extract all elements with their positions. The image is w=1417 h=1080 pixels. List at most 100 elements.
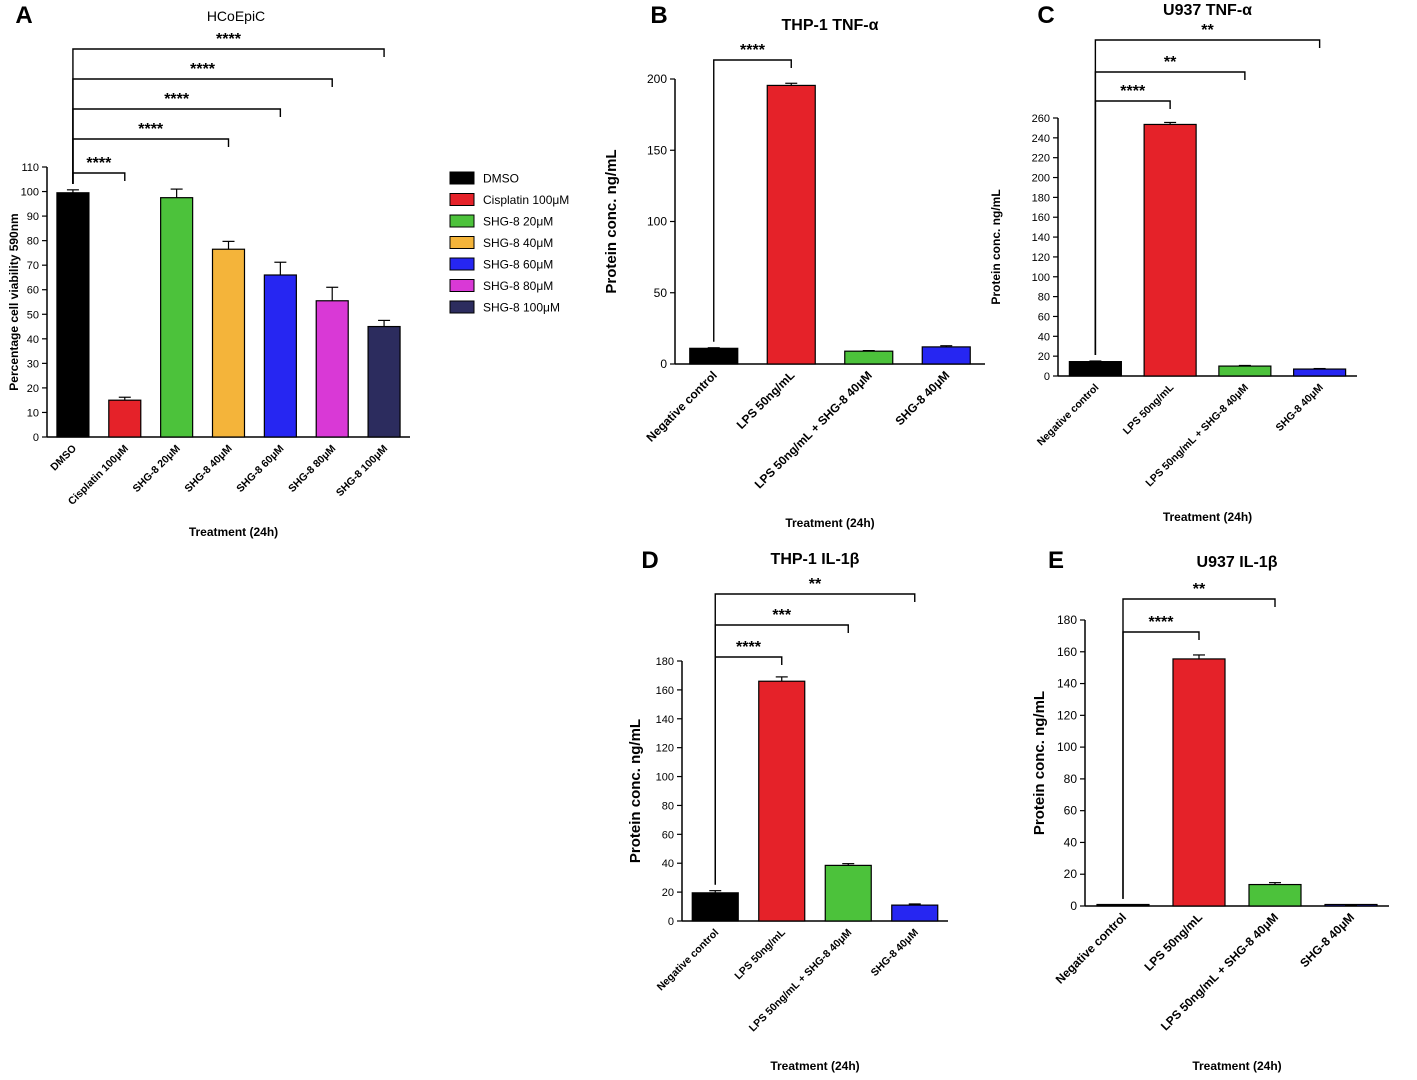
panel-a: A HCoEpiC 0 10 20 30 40 50 60 70 80 90 100 110 Percent… [7,2,569,539]
x-tick-label: LPS 50ng/mL [1121,381,1177,437]
y-tick-label: 0 [1044,371,1050,383]
panel-label: A [15,2,32,29]
y-tick-label: 260 [1032,113,1050,125]
bar [844,350,894,365]
significance-label: ** [809,576,822,593]
chart-title: THP-1 IL-1β [771,551,860,568]
y-tick-label: 0 [1070,899,1077,913]
bar [1143,123,1197,377]
bar [211,248,246,438]
x-tick-label: LPS 50ng/mL [732,926,788,982]
x-axis-label: Treatment (24h) [189,525,278,539]
significance-label: **** [86,155,112,172]
significance-label: **** [216,31,242,48]
significance-label: **** [1120,83,1146,100]
legend-label: SHG-8 100μM [483,301,560,315]
x-tick-label: Negative control [1053,910,1129,986]
y-tick-label: 180 [1057,613,1077,627]
x-axis-label: Treatment (24h) [785,516,874,530]
bar [691,892,739,922]
y-tick-label: 200 [647,72,667,86]
y-axis-label: Protein conc. ng/mL [627,719,644,863]
significance-label: **** [736,639,762,656]
y-tick-label: 20 [1038,351,1050,363]
legend-swatch [449,257,475,271]
panel-label: E [1048,547,1064,574]
y-tick-label: 60 [1064,804,1078,818]
panel-label: B [650,2,667,29]
x-tick-label: SHG-8 40μM [1274,381,1326,433]
y-tick-label: 100 [1032,272,1050,284]
y-axis-label: Percentage cell viability 590nm [7,213,21,390]
y-tick-label: 120 [1032,252,1050,264]
legend-label: DMSO [483,172,519,186]
chart-title: U937 IL-1β [1197,554,1278,571]
x-axis-label: Treatment (24h) [1192,1059,1281,1073]
y-tick-label: 50 [654,286,668,300]
y-axis-label: Protein conc. ng/mL [1031,691,1048,835]
y-tick-label: 60 [27,285,39,297]
legend-swatch [449,236,475,249]
panel-label: D [641,547,658,574]
y-tick-label: 0 [660,357,667,371]
y-tick-label: 40 [1038,331,1050,343]
bar [766,84,816,365]
y-tick-label: 90 [27,211,39,223]
legend-swatch [449,214,475,228]
y-tick-label: 70 [27,260,39,272]
bar [1172,658,1226,907]
significance-label: *** [772,607,791,624]
y-tick-label: 120 [1057,708,1077,722]
x-tick-label: SHG-8 40μM [869,926,921,978]
panel-label: C [1037,2,1054,29]
y-axis-label: Protein conc. ng/mL [603,149,620,293]
legend: DMSO Cisplatin 100μM SHG-8 20μM SHG-8 40μM S… [449,171,569,315]
y-tick-label: 40 [662,858,674,870]
significance-bracket [72,172,126,184]
panel-d: D THP-1 IL-1β 0 20 40 60 80 100 120 140 160 180 Prot… [627,547,948,1073]
y-tick-label: 60 [1038,311,1050,323]
x-tick-label: SHG-8 100μM [334,442,391,499]
bar [1218,365,1272,377]
x-tick-label: SHG-8 40μM [892,368,952,428]
y-tick-label: 10 [27,407,39,419]
y-tick-label: 80 [662,800,674,812]
y-tick-label: 80 [1064,772,1078,786]
x-tick-label: SHG-8 80μM [286,442,338,494]
y-tick-label: 180 [1032,192,1050,204]
y-tick-label: 180 [656,656,674,668]
x-tick-label: LPS 50ng/mL [734,368,798,432]
y-tick-label: 100 [21,187,39,199]
y-tick-label: 240 [1032,133,1050,145]
y-tick-label: 0 [33,432,39,444]
y-tick-label: 100 [647,215,667,229]
panel-c: C U937 TNF-α 0 20 40 60 80 100 120 140 160 180 200 22… [989,2,1357,524]
y-axis-label: Protein conc. ng/mL [989,189,1003,304]
bar [263,274,297,438]
legend-label: Cisplatin 100μM [483,193,569,207]
y-tick-label: 120 [656,743,674,755]
chart-title: THP-1 TNF-α [782,17,879,34]
significance-label: ** [1201,22,1214,39]
bar [921,346,971,365]
panel-e: E U937 IL-1β 0 20 40 60 80 100 120 140 160 180 Prote… [1031,547,1389,1073]
significance-label: **** [190,61,216,78]
legend-swatch [449,300,475,314]
bar [1248,883,1302,907]
significance-bracket [1122,598,1276,899]
significance-bracket [72,78,333,184]
significance-label: ** [1164,54,1177,71]
y-tick-label: 140 [1057,677,1077,691]
y-tick-label: 140 [656,714,674,726]
y-tick-label: 50 [27,309,39,321]
bar [108,399,142,438]
y-tick-label: 40 [27,334,39,346]
x-tick-label: SHG-8 40μM [1297,910,1357,970]
legend-label: SHG-8 20μM [483,215,553,229]
y-tick-label: 80 [27,236,39,248]
significance-label: **** [164,91,190,108]
y-tick-label: 0 [668,916,674,928]
bar [315,300,349,438]
legend-label: SHG-8 80μM [483,279,553,293]
